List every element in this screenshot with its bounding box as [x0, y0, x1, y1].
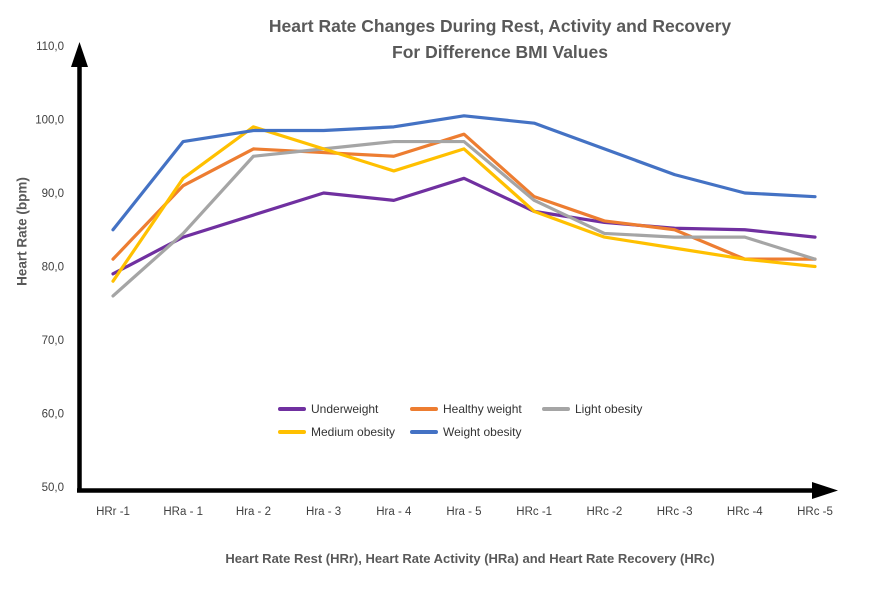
x-axis-title: Heart Rate Rest (HRr), Heart Rate Activi…: [225, 551, 715, 566]
legend-item-weight-obesity: Weight obesity: [410, 422, 542, 441]
legend-label: Underweight: [311, 401, 379, 416]
legend-swatch: [410, 406, 438, 411]
y-tick-label: 100,0: [35, 115, 64, 127]
x-axis-arrowhead: [812, 482, 838, 499]
series-line-healthy-weight: [111, 132, 817, 261]
chart-title-line1: Heart Rate Changes During Rest, Activity…: [268, 16, 732, 36]
legend-swatch: [410, 429, 438, 434]
legend-label: Medium obesity: [311, 424, 396, 439]
x-tick-label: HRc -2: [587, 506, 623, 518]
x-tick-label: Hra - 3: [306, 506, 341, 518]
x-tick-label: HRc -1: [516, 506, 552, 518]
legend-swatch: [278, 429, 306, 434]
y-tick-label: 50,0: [42, 482, 64, 494]
series-line-underweight: [111, 176, 817, 276]
legend-item-medium-obesity: Medium obesity: [278, 422, 410, 441]
x-tick-label: HRc -4: [727, 506, 763, 518]
chart-title-line2: For Difference BMI Values: [392, 42, 608, 63]
legend-item-light-obesity: Light obesity: [542, 399, 674, 418]
legend-label: Light obesity: [575, 401, 643, 416]
series-line-medium-obesity: [111, 125, 817, 283]
series-line-light-obesity: [111, 139, 817, 298]
legend-swatch: [278, 406, 306, 411]
y-tick-label: 60,0: [42, 409, 64, 421]
legend-item-healthy-weight: Healthy weight: [410, 399, 542, 418]
y-tick-label: 90,0: [42, 188, 64, 200]
legend-label: Weight obesity: [443, 424, 522, 439]
y-tick-label: 70,0: [42, 335, 64, 347]
legend: Underweight Healthy weight Light obesity Me…: [278, 399, 680, 441]
series-line-weight-obesity: [111, 114, 817, 232]
legend-item-underweight: Underweight: [278, 399, 410, 418]
x-tick-label: Hra - 5: [446, 506, 481, 518]
y-axis-arrowhead: [71, 42, 88, 67]
x-tick-label: HRa - 1: [163, 506, 203, 518]
legend-swatch: [542, 406, 570, 411]
x-tick-label: HRc -5: [797, 506, 833, 518]
x-tick-label: Hra - 4: [376, 506, 412, 518]
legend-label: Healthy weight: [443, 401, 522, 416]
x-tick-label: HRc -3: [657, 506, 693, 518]
y-tick-label: 110,0: [36, 41, 64, 53]
x-tick-label: HRr -1: [96, 506, 130, 518]
chart-title: Heart Rate Changes During Rest, Activity…: [140, 13, 860, 66]
y-tick-label: 80,0: [42, 262, 64, 274]
x-tick-label: Hra - 2: [236, 506, 271, 518]
